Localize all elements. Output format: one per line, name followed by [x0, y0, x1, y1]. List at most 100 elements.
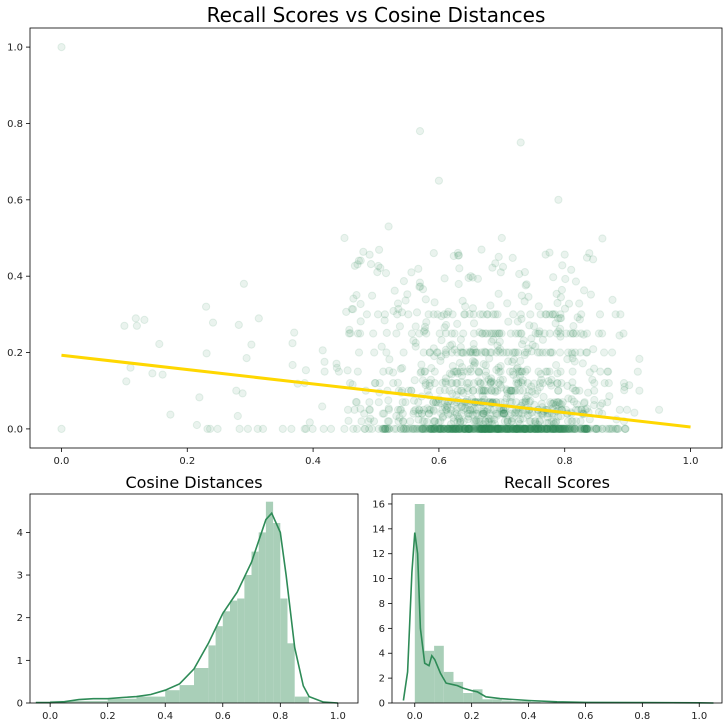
scatter-point	[148, 369, 157, 378]
scatter-point	[461, 403, 470, 413]
scatter-point	[452, 424, 461, 433]
scatter-point	[496, 424, 505, 433]
scatter-point	[515, 386, 524, 395]
scatter-point	[591, 424, 601, 433]
scatter-point	[483, 386, 492, 395]
scatter-point	[473, 348, 482, 357]
scatter-x-tick-label: 0.8	[557, 456, 573, 467]
scatter-point	[430, 417, 440, 426]
scatter-point	[519, 414, 528, 423]
scatter-point	[520, 350, 529, 360]
scatter-frame	[29, 27, 723, 449]
scatter-point	[486, 377, 495, 387]
scatter-point	[535, 417, 544, 426]
scatter-point	[490, 415, 499, 424]
scatter-point	[356, 404, 365, 413]
scatter-point	[510, 348, 519, 357]
scatter-point	[490, 424, 499, 433]
scatter-point	[511, 386, 520, 395]
scatter-point	[444, 410, 453, 419]
scatter-point	[518, 398, 527, 407]
scatter-point	[530, 424, 539, 433]
scatter-point	[459, 388, 468, 397]
scatter-point	[491, 310, 500, 319]
scatter-point	[405, 424, 414, 433]
scatter-point	[528, 424, 537, 433]
scatter-point	[512, 398, 521, 407]
scatter-point	[560, 250, 569, 259]
scatter-point	[393, 378, 402, 387]
scatter-point	[466, 272, 475, 281]
scatter-point	[373, 268, 382, 277]
scatter-point	[504, 424, 513, 433]
scatter-point	[517, 367, 526, 376]
scatter-point	[592, 424, 601, 433]
scatter-y-tick-label: 0.0	[7, 424, 23, 435]
scatter-point	[342, 307, 351, 316]
scatter-point	[515, 367, 525, 376]
scatter-point	[468, 273, 477, 282]
scatter-point	[608, 295, 617, 304]
cos-histogram-bar	[136, 696, 166, 703]
scatter-point	[469, 361, 478, 370]
scatter-point	[546, 348, 555, 357]
scatter-point	[426, 405, 435, 414]
rec-x-tick-label: 1.0	[691, 711, 707, 722]
scatter-point	[460, 424, 469, 433]
scatter-point	[520, 424, 529, 433]
scatter-point	[465, 409, 474, 418]
scatter-point	[384, 396, 393, 405]
scatter-point	[475, 386, 484, 395]
scatter-point	[494, 289, 503, 298]
scatter-point	[482, 424, 492, 433]
scatter-point	[536, 369, 545, 379]
rec-y-tick-label: 6	[379, 624, 385, 635]
scatter-point	[478, 329, 487, 338]
scatter-point	[456, 367, 465, 376]
scatter-point	[538, 335, 548, 344]
scatter-point	[476, 379, 485, 388]
cos-histogram-bar	[194, 668, 209, 703]
scatter-point	[537, 399, 546, 408]
recall-scores-title: Recall Scores	[504, 473, 610, 492]
scatter-point	[554, 398, 563, 407]
scatter-point	[407, 329, 416, 338]
scatter-point	[166, 410, 175, 419]
scatter-point	[480, 424, 489, 433]
scatter-point	[518, 424, 528, 433]
scatter-point	[533, 348, 542, 357]
scatter-point	[551, 418, 560, 427]
scatter-point	[455, 424, 464, 433]
scatter-point	[377, 342, 386, 351]
scatter-point	[287, 424, 296, 433]
scatter-point	[564, 424, 573, 433]
scatter-point	[499, 348, 508, 357]
scatter-point	[502, 424, 511, 433]
scatter-point	[558, 424, 567, 433]
scatter-point	[501, 424, 510, 433]
scatter-point	[576, 424, 585, 433]
scatter-point	[478, 424, 487, 433]
scatter-point	[486, 301, 495, 310]
scatter-point	[508, 424, 517, 433]
scatter-point	[233, 411, 242, 421]
scatter-point	[531, 424, 541, 433]
scatter-point	[481, 417, 490, 426]
scatter-point	[464, 424, 473, 433]
scatter-point	[520, 424, 529, 433]
scatter-point	[442, 405, 451, 414]
scatter-point	[392, 329, 401, 338]
scatter-point	[361, 424, 370, 433]
scatter-point	[449, 367, 459, 376]
scatter-point	[548, 424, 557, 433]
scatter-point	[550, 310, 560, 319]
scatter-point	[479, 409, 488, 418]
scatter-point	[481, 424, 490, 433]
scatter-point	[615, 331, 624, 340]
scatter-point	[430, 424, 439, 433]
scatter-point	[547, 381, 556, 390]
scatter-point	[500, 409, 509, 418]
scatter-point	[555, 399, 564, 409]
scatter-point	[531, 424, 540, 433]
